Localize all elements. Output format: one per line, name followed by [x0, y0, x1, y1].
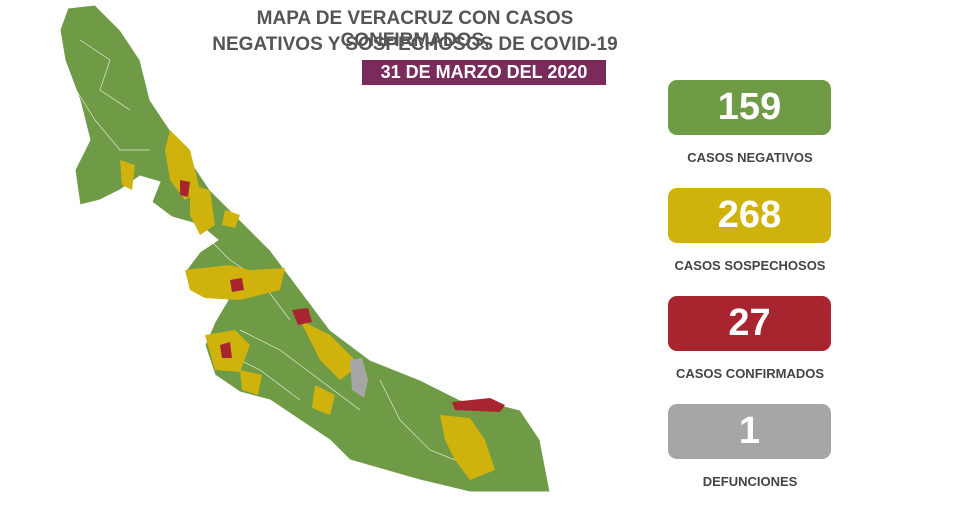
- title-line: MAPA DE VERACRUZ CON CASOS CONFIRMADOS,: [256, 8, 574, 51]
- stat-value: 27: [668, 296, 831, 351]
- stat-value: 159: [668, 80, 831, 135]
- title-line: NEGATIVOS Y SOSPECHOSOS DE COVID-19: [212, 34, 618, 55]
- stat-label: CASOS NEGATIVOS: [687, 150, 813, 165]
- suspected-areas: [120, 130, 495, 480]
- death-area: [350, 358, 368, 398]
- confirmed-areas: [180, 180, 505, 412]
- stat-value: 1: [668, 404, 831, 459]
- stat-label: DEFUNCIONES: [702, 474, 798, 489]
- stat-label: CASOS SOSPECHOSOS: [674, 258, 826, 273]
- date-badge: 31 DE MARZO DEL 2020: [362, 60, 606, 85]
- stat-label: CASOS CONFIRMADOS: [675, 366, 825, 381]
- stat-value: 268: [668, 188, 831, 243]
- veracruz-map: [59, 4, 551, 493]
